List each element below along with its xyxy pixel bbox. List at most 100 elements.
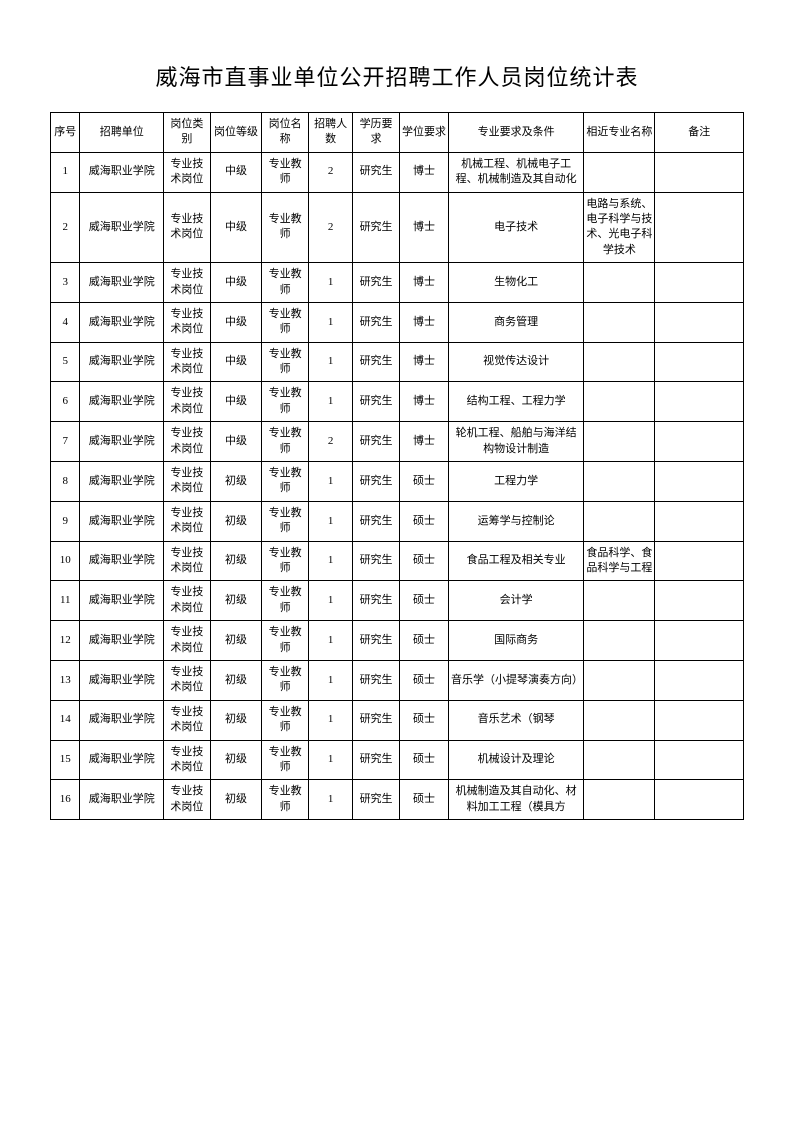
table-cell: 研究生 xyxy=(353,422,400,462)
table-cell: 1 xyxy=(309,302,353,342)
table-row: 13威海职业学院专业技术岗位初级专业教师1研究生硕士音乐学（小提琴演奏方向） xyxy=(51,660,744,700)
table-cell: 博士 xyxy=(399,263,448,303)
col-header: 学历要求 xyxy=(353,113,400,153)
table-cell: 研究生 xyxy=(353,263,400,303)
table-cell: 专业技术岗位 xyxy=(164,581,211,621)
table-cell: 硕士 xyxy=(399,700,448,740)
table-row: 9威海职业学院专业技术岗位初级专业教师1研究生硕士运筹学与控制论 xyxy=(51,501,744,541)
table-cell: 初级 xyxy=(210,581,262,621)
table-cell: 初级 xyxy=(210,660,262,700)
table-cell: 专业技术岗位 xyxy=(164,501,211,541)
table-cell: 威海职业学院 xyxy=(80,501,164,541)
table-cell: 专业技术岗位 xyxy=(164,621,211,661)
table-cell: 结构工程、工程力学 xyxy=(449,382,584,422)
table-cell: 1 xyxy=(309,660,353,700)
table-cell: 威海职业学院 xyxy=(80,152,164,192)
table-cell xyxy=(584,382,655,422)
table-cell: 2 xyxy=(309,152,353,192)
table-cell: 初级 xyxy=(210,462,262,502)
table-cell: 威海职业学院 xyxy=(80,302,164,342)
table-cell: 威海职业学院 xyxy=(80,621,164,661)
table-cell: 博士 xyxy=(399,342,448,382)
table-cell xyxy=(584,152,655,192)
table-cell: 运筹学与控制论 xyxy=(449,501,584,541)
table-cell: 1 xyxy=(309,700,353,740)
table-row: 14威海职业学院专业技术岗位初级专业教师1研究生硕士音乐艺术（钢琴 xyxy=(51,700,744,740)
table-cell: 1 xyxy=(309,462,353,502)
table-cell: 中级 xyxy=(210,152,262,192)
table-cell: 1 xyxy=(309,541,353,581)
table-cell: 威海职业学院 xyxy=(80,263,164,303)
table-cell: 研究生 xyxy=(353,382,400,422)
table-cell: 硕士 xyxy=(399,462,448,502)
table-cell xyxy=(655,740,744,780)
table-cell: 生物化工 xyxy=(449,263,584,303)
table-cell: 16 xyxy=(51,780,80,820)
table-cell: 硕士 xyxy=(399,501,448,541)
table-cell: 研究生 xyxy=(353,501,400,541)
table-cell: 威海职业学院 xyxy=(80,700,164,740)
page-title: 威海市直事业单位公开招聘工作人员岗位统计表 xyxy=(50,60,744,92)
table-cell: 中级 xyxy=(210,382,262,422)
table-cell: 博士 xyxy=(399,382,448,422)
table-row: 8威海职业学院专业技术岗位初级专业教师1研究生硕士工程力学 xyxy=(51,462,744,502)
table-cell xyxy=(584,422,655,462)
table-cell xyxy=(584,780,655,820)
table-cell: 1 xyxy=(309,501,353,541)
table-cell: 11 xyxy=(51,581,80,621)
table-row: 15威海职业学院专业技术岗位初级专业教师1研究生硕士机械设计及理论 xyxy=(51,740,744,780)
table-cell xyxy=(584,263,655,303)
col-header: 序号 xyxy=(51,113,80,153)
table-cell: 硕士 xyxy=(399,581,448,621)
table-cell: 硕士 xyxy=(399,740,448,780)
table-cell: 专业教师 xyxy=(262,660,309,700)
table-cell: 视觉传达设计 xyxy=(449,342,584,382)
table-cell xyxy=(584,700,655,740)
table-cell: 博士 xyxy=(399,302,448,342)
table-cell xyxy=(655,382,744,422)
table-cell: 研究生 xyxy=(353,660,400,700)
table-row: 10威海职业学院专业技术岗位初级专业教师1研究生硕士食品工程及相关专业食品科学、… xyxy=(51,541,744,581)
table-cell: 1 xyxy=(309,581,353,621)
table-cell: 中级 xyxy=(210,263,262,303)
table-cell: 威海职业学院 xyxy=(80,581,164,621)
table-cell: 中级 xyxy=(210,422,262,462)
table-cell xyxy=(655,422,744,462)
col-header: 岗位名称 xyxy=(262,113,309,153)
col-header: 专业要求及条件 xyxy=(449,113,584,153)
table-cell: 14 xyxy=(51,700,80,740)
table-cell: 专业技术岗位 xyxy=(164,422,211,462)
table-cell xyxy=(584,342,655,382)
table-cell: 机械制造及其自动化、材料加工工程（模具方 xyxy=(449,780,584,820)
table-cell: 研究生 xyxy=(353,152,400,192)
table-cell: 中级 xyxy=(210,342,262,382)
table-cell: 专业教师 xyxy=(262,700,309,740)
table-cell: 专业教师 xyxy=(262,382,309,422)
table-cell: 13 xyxy=(51,660,80,700)
table-cell: 食品科学、食品科学与工程 xyxy=(584,541,655,581)
table-cell: 商务管理 xyxy=(449,302,584,342)
table-cell: 7 xyxy=(51,422,80,462)
table-cell: 专业技术岗位 xyxy=(164,342,211,382)
table-cell xyxy=(584,660,655,700)
table-cell: 硕士 xyxy=(399,541,448,581)
table-cell: 研究生 xyxy=(353,621,400,661)
table-cell: 专业教师 xyxy=(262,541,309,581)
table-cell: 专业技术岗位 xyxy=(164,700,211,740)
table-row: 5威海职业学院专业技术岗位中级专业教师1研究生博士视觉传达设计 xyxy=(51,342,744,382)
table-cell: 研究生 xyxy=(353,581,400,621)
table-cell: 威海职业学院 xyxy=(80,740,164,780)
table-cell: 电路与系统、电子科学与技术、光电子科学技术 xyxy=(584,192,655,263)
table-cell: 威海职业学院 xyxy=(80,462,164,502)
table-cell xyxy=(584,581,655,621)
table-cell: 3 xyxy=(51,263,80,303)
table-cell: 专业教师 xyxy=(262,462,309,502)
table-cell: 研究生 xyxy=(353,462,400,502)
table-cell xyxy=(655,621,744,661)
table-cell xyxy=(584,302,655,342)
table-cell: 专业教师 xyxy=(262,342,309,382)
table-cell xyxy=(655,462,744,502)
table-cell: 初级 xyxy=(210,621,262,661)
table-cell: 威海职业学院 xyxy=(80,382,164,422)
table-cell: 机械设计及理论 xyxy=(449,740,584,780)
